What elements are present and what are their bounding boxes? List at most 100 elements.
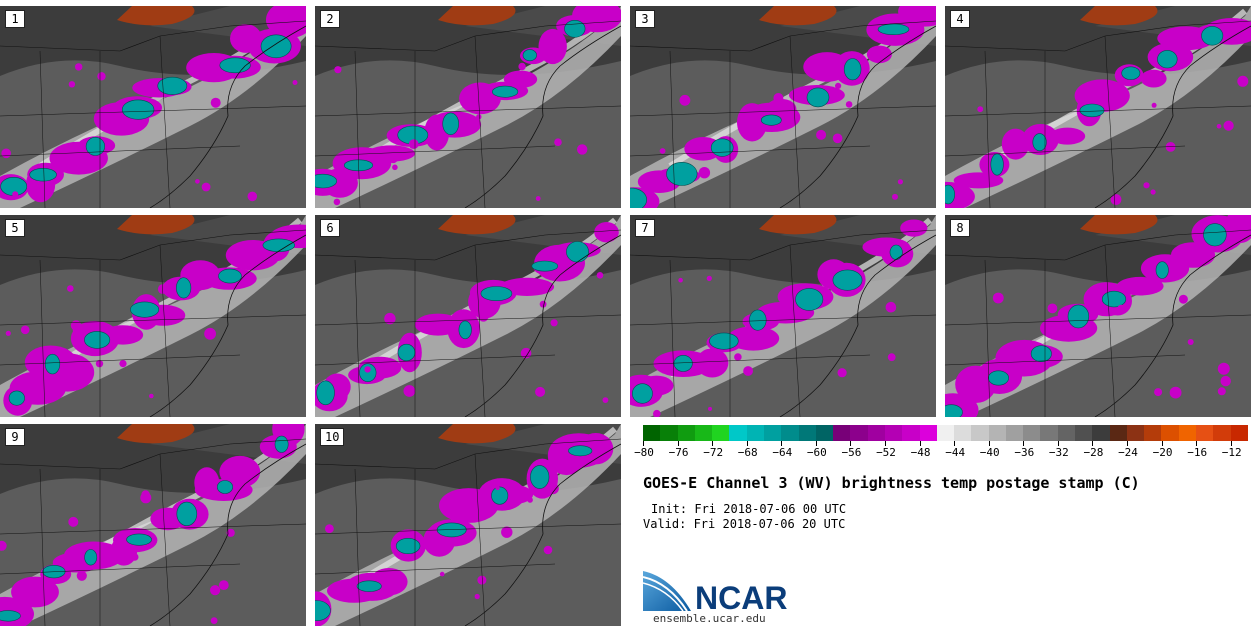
colorbar-tick xyxy=(954,441,956,446)
panel-number-label: 4 xyxy=(950,10,970,28)
colorbar-swatch xyxy=(1075,425,1093,441)
colorbar-swatch xyxy=(1230,425,1248,441)
colorbar-tick-label: −60 xyxy=(806,446,827,459)
colorbar-swatch xyxy=(867,425,885,441)
postage-stamp-panel-1: 1 xyxy=(0,6,306,208)
satellite-map-image xyxy=(315,215,621,417)
colorbar-tick-label: −44 xyxy=(945,446,966,459)
colorbar-tick-label: −48 xyxy=(910,446,931,459)
postage-stamp-panel-10: 10 xyxy=(315,424,621,626)
panel-number-label: 9 xyxy=(5,428,25,446)
postage-stamp-panel-8: 8 xyxy=(945,215,1251,417)
satellite-map-image xyxy=(315,424,621,626)
colorbar-swatch xyxy=(1161,425,1179,441)
colorbar-tick xyxy=(712,441,714,446)
colorbar-swatch xyxy=(971,425,989,441)
satellite-map-image xyxy=(0,215,306,417)
colorbar-swatch xyxy=(1092,425,1110,441)
colorbar-swatch xyxy=(1144,425,1162,441)
panel-number-label: 2 xyxy=(320,10,340,28)
panel-number-label: 6 xyxy=(320,219,340,237)
colorbar-swatch xyxy=(1040,425,1058,441)
colorbar-tick xyxy=(919,441,921,446)
colorbar-tick xyxy=(885,441,886,446)
panel-number-label: 8 xyxy=(950,219,970,237)
colorbar-swatch xyxy=(1213,425,1231,441)
colorbar-tick xyxy=(1161,441,1163,446)
colorbar-swatch xyxy=(1057,425,1076,441)
valid-time: Valid: Fri 2018-07-06 20 UTC xyxy=(643,517,846,531)
colorbar-tick-label: −28 xyxy=(1083,446,1104,459)
colorbar-tick xyxy=(643,441,644,446)
colorbar-tick-label: −20 xyxy=(1152,446,1173,459)
panel-number-label: 10 xyxy=(320,428,345,446)
colorbar-tick-label: −68 xyxy=(737,446,758,459)
satellite-map-image xyxy=(0,424,306,626)
page-title: GOES-E Channel 3 (WV) brightness temp po… xyxy=(643,474,1140,492)
colorbar-swatch xyxy=(1126,425,1145,441)
colorbar-tick xyxy=(781,441,783,446)
colorbar-swatch xyxy=(798,425,816,441)
colorbar-swatch xyxy=(1196,425,1214,441)
panel-number-label: 1 xyxy=(5,10,25,28)
colorbar-swatch xyxy=(660,425,678,441)
colorbar-swatch xyxy=(954,425,972,441)
colorbar-ticks: −80 −76 −72 −68 −64 −60 −56 −52 −48 −44 −40 −36 −32 −… xyxy=(634,441,1248,465)
colorbar-swatch xyxy=(677,425,695,441)
colorbar-swatch xyxy=(936,425,955,441)
colorbar-swatch xyxy=(643,425,661,441)
colorbar-swatch xyxy=(815,425,834,441)
colorbar-tick xyxy=(850,441,852,446)
satellite-map-image xyxy=(945,6,1251,208)
postage-stamp-panel-7: 7 xyxy=(630,215,936,417)
ncar-logo: NCAR xyxy=(643,571,787,613)
init-time: Init: Fri 2018-07-06 00 UTC xyxy=(651,502,847,516)
colorbar-swatch xyxy=(884,425,903,441)
colorbar-swatch xyxy=(729,425,747,441)
colorbar-tick xyxy=(746,441,748,446)
colorbar-tick-label: −40 xyxy=(979,446,1000,459)
satellite-map-image xyxy=(630,6,936,208)
colorbar-swatch xyxy=(763,425,782,441)
colorbar-tick xyxy=(1230,441,1232,446)
colorbar-swatch xyxy=(1109,425,1127,441)
colorbar-swatch xyxy=(694,425,713,441)
satellite-map-image xyxy=(315,6,621,208)
ncar-logo-text: NCAR xyxy=(695,580,787,613)
satellite-map-image xyxy=(630,215,936,417)
colorbar-tick xyxy=(815,441,817,446)
colorbar-swatch xyxy=(781,425,799,441)
colorbar-swatch xyxy=(746,425,764,441)
colorbar-tick xyxy=(1057,441,1059,446)
panel-number-label: 5 xyxy=(5,219,25,237)
colorbar-tick-label: −80 xyxy=(634,446,654,459)
colorbar-tick-label: −64 xyxy=(772,446,793,459)
colorbar-tick-label: −76 xyxy=(668,446,689,459)
panel-number-label: 3 xyxy=(635,10,655,28)
colorbar-tick xyxy=(988,441,990,446)
postage-stamp-panel-4: 4 xyxy=(945,6,1251,208)
colorbar-swatch xyxy=(833,425,851,441)
colorbar-swatch xyxy=(1178,425,1196,441)
colorbar-tick-label: −12 xyxy=(1221,446,1242,459)
colorbar-tick-label: −24 xyxy=(1118,446,1138,459)
colorbar-tick-label: −72 xyxy=(703,446,724,459)
postage-stamp-panel-6: 6 xyxy=(315,215,621,417)
colorbar xyxy=(643,425,1248,441)
colorbar-tick xyxy=(677,441,679,446)
colorbar-tick xyxy=(1196,441,1198,446)
postage-stamp-panel-3: 3 xyxy=(630,6,936,208)
colorbar-tick-label: −36 xyxy=(1014,446,1035,459)
colorbar-swatch xyxy=(712,425,730,441)
colorbar-swatch xyxy=(1005,425,1024,441)
colorbar-tick-label: −16 xyxy=(1187,446,1208,459)
ncar-url: ensemble.ucar.edu xyxy=(653,612,766,625)
satellite-map-image xyxy=(945,215,1251,417)
colorbar-tick xyxy=(1092,441,1094,446)
postage-stamp-panel-2: 2 xyxy=(315,6,621,208)
colorbar-tick-label: −52 xyxy=(876,446,896,459)
colorbar-tick xyxy=(1127,441,1128,446)
postage-stamp-panel-5: 5 xyxy=(0,215,306,417)
colorbar-tick xyxy=(1023,441,1025,446)
colorbar-tick-label: −56 xyxy=(841,446,862,459)
